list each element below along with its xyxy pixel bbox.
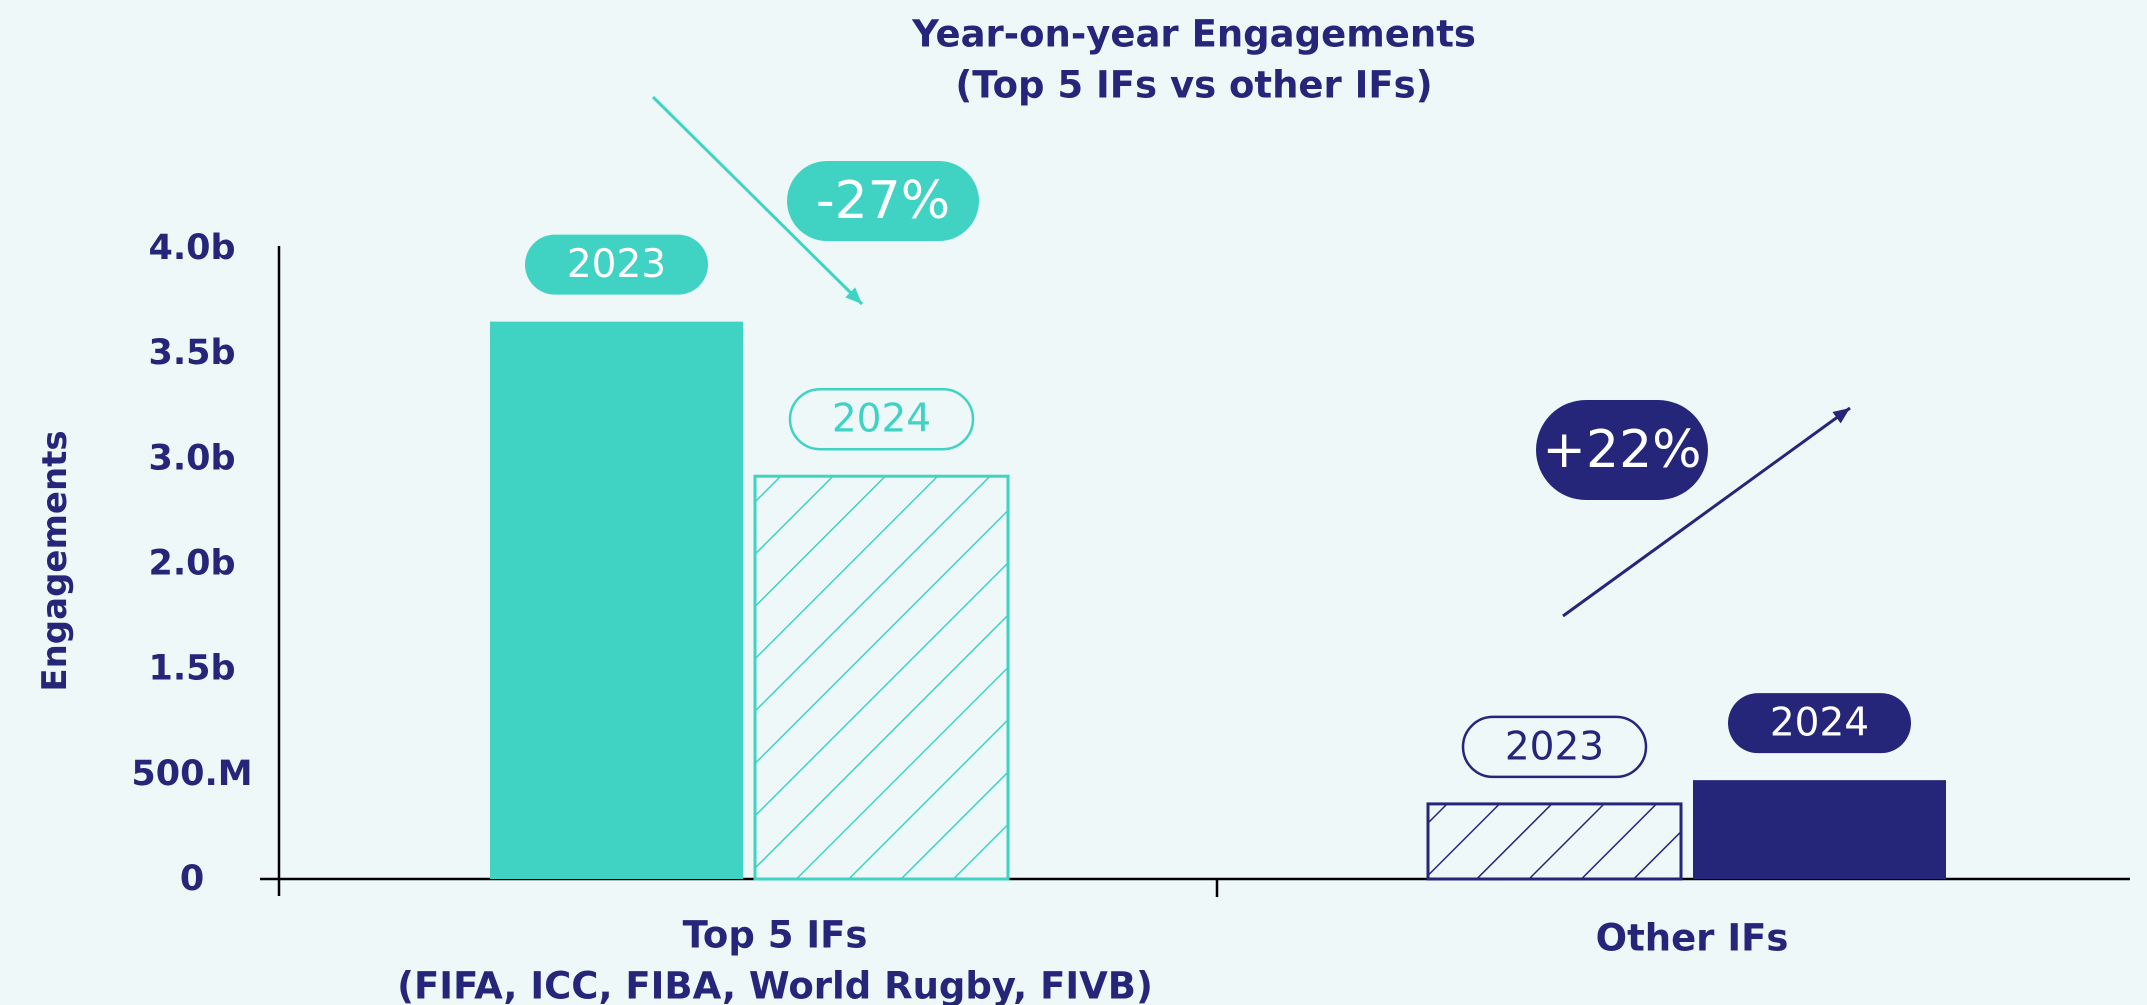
x-tick-label: (FIFA, ICC, FIBA, World Rugby, FIVB) [397, 965, 1153, 1005]
series-label: 2023 [567, 242, 666, 287]
y-axis-label: Engagements [35, 430, 75, 691]
bar [1693, 780, 1946, 879]
arrow-head [1832, 408, 1850, 424]
y-tick-label: 500.M [131, 754, 252, 794]
y-tick-label: 3.0b [148, 438, 235, 478]
series-label-pill [1728, 693, 1911, 754]
chart-title: Year-on-year Engagements [911, 13, 1476, 56]
series-label-pill [788, 387, 975, 451]
series-label-pill [1461, 715, 1648, 779]
chart-title: (Top 5 IFs vs other IFs) [955, 64, 1432, 107]
series-label: 2024 [832, 397, 931, 442]
change-arrow [1562, 406, 1851, 618]
change-label: -27% [816, 171, 950, 231]
bar [1426, 802, 1683, 881]
change-pill [1536, 400, 1708, 500]
y-tick-label: 1.5b [148, 649, 235, 689]
y-tick-label: 3.5b [148, 333, 235, 373]
bar [753, 474, 1010, 881]
y-tick-label: 4.0b [148, 228, 235, 268]
series-label: 2024 [1770, 701, 1869, 746]
arrow-head [845, 287, 862, 304]
bar [490, 321, 743, 879]
x-tick-label: Other IFs [1596, 917, 1789, 960]
series-label-pill [525, 234, 708, 295]
series-label: 2023 [1505, 724, 1604, 769]
change-pill [787, 161, 979, 241]
x-tick-label: Top 5 IFs [683, 914, 868, 957]
y-tick-label: 0 [180, 859, 204, 899]
change-arrow [651, 95, 864, 306]
change-label: +22% [1542, 420, 1701, 480]
y-tick-label: 2.0b [148, 544, 235, 584]
